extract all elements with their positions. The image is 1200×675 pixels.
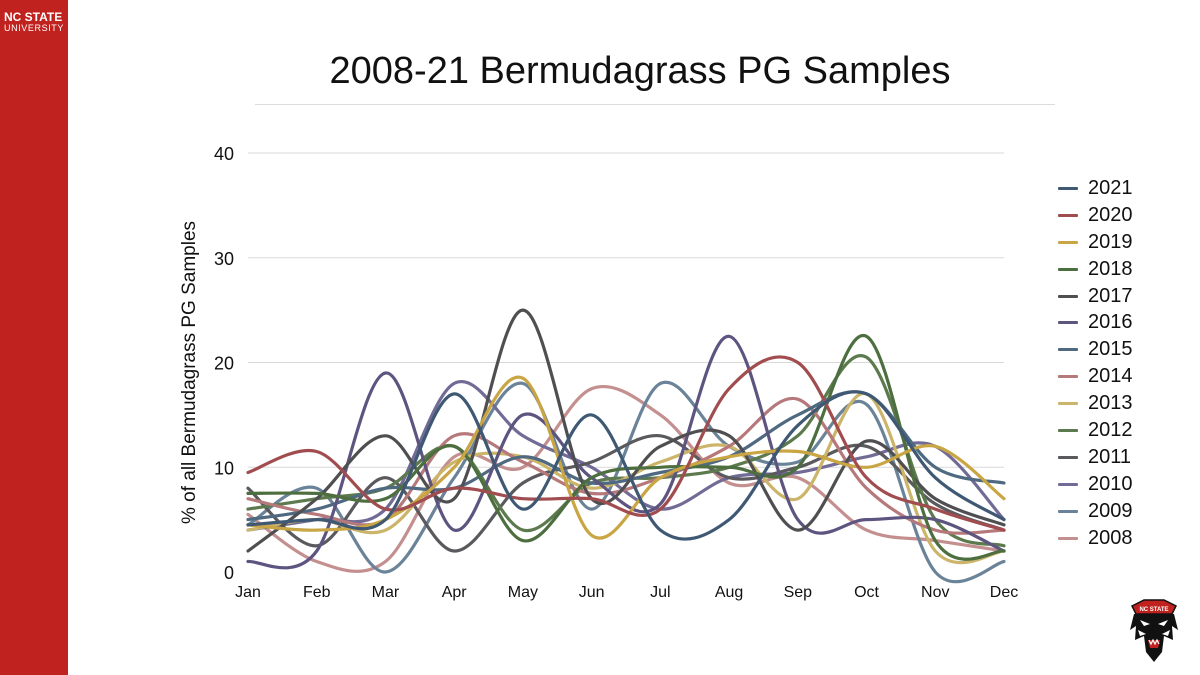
brand-subtitle: UNIVERSITY (4, 23, 65, 33)
legend-swatch (1058, 240, 1078, 244)
legend-label: 2020 (1088, 203, 1133, 226)
legend-swatch (1058, 267, 1078, 271)
series-line-2021 (246, 390, 1006, 541)
legend-label: 2012 (1088, 418, 1133, 441)
y-tick-label: 0 (224, 563, 234, 583)
legend-item: 2010 (1058, 471, 1178, 498)
x-tick-label: Jul (650, 584, 670, 601)
y-tick-label: 40 (214, 144, 234, 164)
legend-label: 2017 (1088, 284, 1133, 307)
legend-item: 2011 (1058, 444, 1178, 471)
legend-item: 2015 (1058, 336, 1178, 363)
axis-labels: 0 10 20 30 40 Jan Feb Mar Apr May Jun Jul Aug Sep Oct N… (179, 144, 1018, 601)
wolf-mascot-logo: NC STATE (1130, 599, 1178, 662)
legend-swatch (1058, 294, 1078, 298)
x-tick-label: Sep (784, 584, 813, 601)
legend-swatch (1058, 428, 1078, 432)
legend-label: 2009 (1088, 499, 1133, 522)
legend-item: 2016 (1058, 309, 1178, 336)
y-tick-label: 30 (214, 249, 234, 269)
legend-swatch (1058, 509, 1078, 513)
legend-item: 2008 (1058, 525, 1178, 552)
legend-swatch (1058, 186, 1078, 190)
legend-swatch (1058, 321, 1078, 325)
legend-item: 2012 (1058, 417, 1178, 444)
series-line-2008 (246, 384, 1006, 573)
y-tick-label: 20 (214, 354, 234, 374)
legend-swatch (1058, 536, 1078, 540)
series-line-2011 (246, 434, 1006, 553)
series-line-2013 (246, 392, 1006, 565)
legend-label: 2014 (1088, 365, 1133, 388)
slide-title: 2008-21 Bermudagrass PG Samples (329, 50, 951, 92)
legend-item: 2020 (1058, 202, 1178, 229)
legend-label: 2021 (1088, 176, 1133, 199)
legend-label: 2019 (1088, 230, 1133, 253)
legend-item: 2021 (1058, 175, 1178, 202)
y-tick-label: 10 (214, 458, 234, 478)
series-line-2016 (246, 334, 1006, 570)
legend-label: 2018 (1088, 257, 1133, 280)
legend-label: 2016 (1088, 311, 1133, 334)
legend-swatch (1058, 482, 1078, 486)
x-tick-label: Apr (442, 584, 468, 601)
legend-swatch (1058, 455, 1078, 459)
x-tick-label: Nov (921, 584, 949, 601)
legend-label: 2010 (1088, 472, 1133, 495)
legend-swatch (1058, 348, 1078, 352)
x-tick-label: Aug (715, 584, 743, 601)
title-divider (255, 104, 1055, 105)
legend-swatch (1058, 213, 1078, 217)
legend-swatch (1058, 375, 1078, 379)
svg-text:NC STATE: NC STATE (1139, 607, 1168, 613)
legend-item: 2019 (1058, 229, 1178, 256)
legend-label: 2013 (1088, 392, 1133, 415)
series-line-2017 (246, 308, 1006, 553)
legend-item: 2014 (1058, 363, 1178, 390)
chart-legend: 2021 2020 2019 2018 2017 2016 2015 2014 2013 2012… (1058, 175, 1178, 551)
brand-name: NC STATE (4, 10, 63, 24)
series-line-2018 (246, 334, 1006, 561)
legend-label: 2015 (1088, 338, 1133, 361)
series-line-2020 (246, 355, 1006, 532)
legend-label: 2008 (1088, 526, 1133, 549)
y-axis-label: % of all Bermudagrass PG Samples (179, 221, 200, 524)
legend-item: 2013 (1058, 390, 1178, 417)
x-tick-label: May (508, 584, 538, 601)
x-tick-label: Dec (990, 584, 1018, 601)
legend-swatch (1058, 402, 1078, 406)
legend-label: 2011 (1088, 445, 1132, 468)
x-tick-label: Feb (303, 584, 331, 601)
brand-sidebar: NC STATE UNIVERSITY (0, 0, 68, 675)
x-tick-label: Jun (579, 584, 605, 601)
legend-item: 2018 (1058, 256, 1178, 283)
legend-item: 2017 (1058, 283, 1178, 310)
series-lines (246, 308, 1006, 584)
x-tick-label: Mar (372, 584, 400, 601)
x-tick-label: Oct (854, 584, 879, 601)
x-tick-label: Jan (235, 584, 261, 601)
legend-item: 2009 (1058, 498, 1178, 525)
